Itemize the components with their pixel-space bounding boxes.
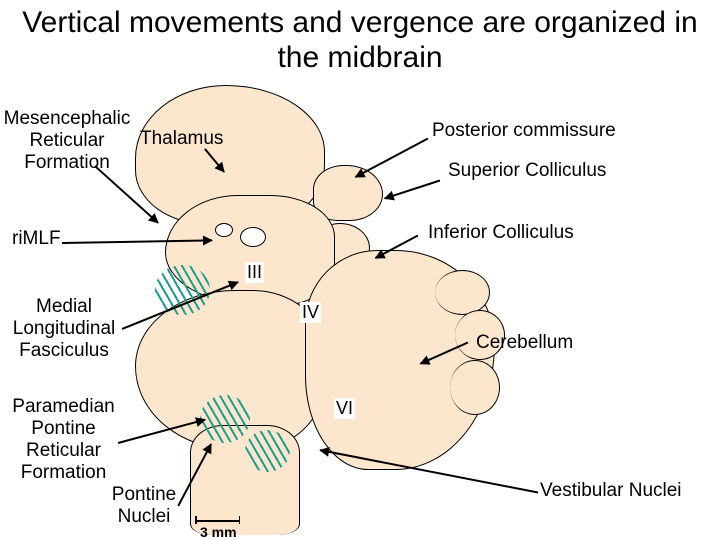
nucleus-small-1 bbox=[215, 223, 233, 237]
label-posterior-commissure: Posterior commissure bbox=[432, 120, 616, 142]
label-superior-colliculus: Superior Colliculus bbox=[448, 160, 606, 182]
marker-iii: III bbox=[245, 262, 264, 283]
marker-iv: IV bbox=[300, 302, 321, 323]
label-pprf: Paramedian Pontine Reticular Formation bbox=[6, 396, 121, 483]
label-pontine-nuclei: Pontine Nuclei bbox=[108, 484, 180, 528]
label-thalamus: Thalamus bbox=[140, 128, 223, 150]
label-mlf: Medial Longitudinal Fasciculus bbox=[4, 296, 124, 362]
cerebellum-lobe-1 bbox=[435, 270, 490, 315]
label-inferior-colliculus: Inferior Colliculus bbox=[428, 222, 574, 244]
label-mesencephalic: Mesencephalic Reticular Formation bbox=[2, 108, 132, 174]
label-rimlf: riMLF bbox=[12, 228, 61, 250]
cerebellum-lobe-3 bbox=[450, 360, 500, 415]
scale-bar bbox=[195, 520, 240, 522]
page-title: Vertical movements and vergence are orga… bbox=[0, 6, 720, 75]
nucleus-iii bbox=[240, 227, 266, 247]
label-cerebellum: Cerebellum bbox=[476, 332, 573, 354]
marker-vi: VI bbox=[334, 398, 355, 419]
midbrain-shape bbox=[165, 195, 335, 305]
scale-label: 3 mm bbox=[200, 524, 237, 540]
label-vestibular-nuclei: Vestibular Nuclei bbox=[540, 480, 682, 502]
